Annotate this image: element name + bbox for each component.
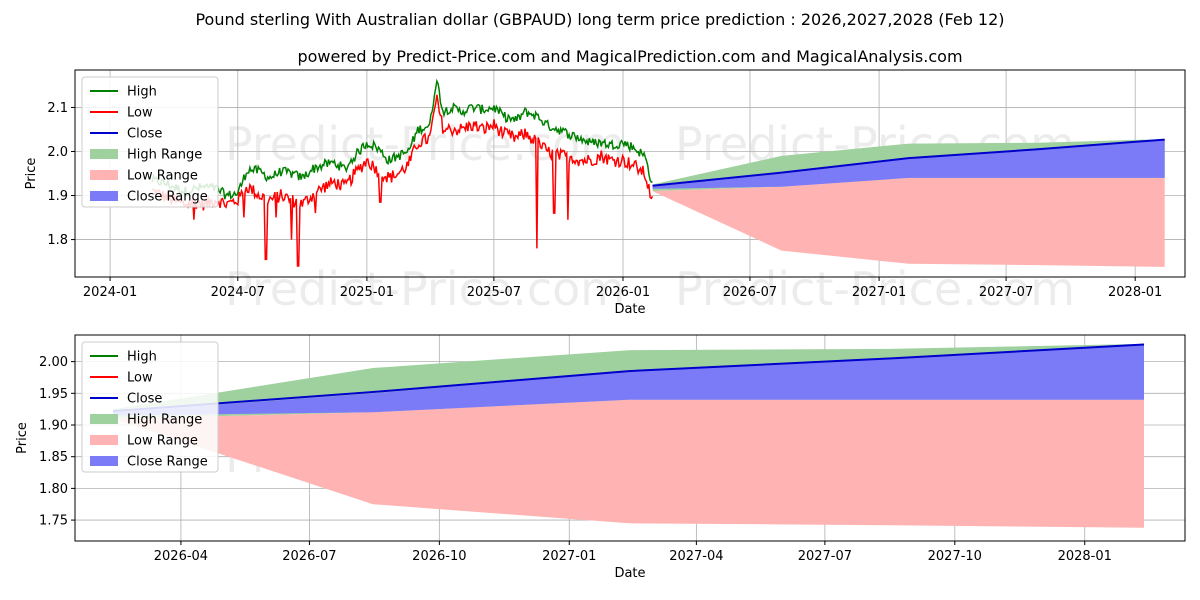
legend-swatch-patch bbox=[90, 170, 118, 180]
high-series-line bbox=[151, 78, 653, 200]
y-axis-label: Price bbox=[15, 422, 30, 454]
x-tick-label: 2024-01 bbox=[83, 285, 137, 300]
legend-label: Close bbox=[127, 127, 162, 142]
x-tick-label: 2028-01 bbox=[1058, 549, 1112, 564]
x-tick-label: 2026-04 bbox=[154, 549, 208, 564]
legend-label: Low Range bbox=[127, 434, 198, 449]
x-tick-label: 2025-01 bbox=[340, 285, 394, 300]
close-range-band bbox=[113, 344, 1145, 416]
chart-title: Pound sterling With Australian dollar (G… bbox=[195, 10, 1004, 29]
lower-panel: Predict-Price.comPredict-Price.com2026-0… bbox=[15, 334, 1186, 581]
low-range-band bbox=[652, 177, 1165, 267]
legend-label: High Range bbox=[127, 413, 202, 428]
legend-swatch-patch bbox=[90, 435, 118, 445]
x-axis-label: Date bbox=[614, 302, 645, 317]
close-forecast-line bbox=[113, 343, 1145, 413]
x-tick-label: 2026-07 bbox=[723, 285, 777, 300]
legend-label: High Range bbox=[127, 148, 202, 163]
plot-area bbox=[151, 78, 1165, 267]
y-tick-label: 1.9 bbox=[47, 189, 68, 204]
watermark-right-lower: Predict-Price.com bbox=[675, 262, 1075, 316]
x-tick-label: 2024-07 bbox=[211, 285, 265, 300]
x-axis-label: Date bbox=[614, 566, 645, 581]
x-tick-label: 2027-07 bbox=[798, 549, 852, 564]
legend-swatch-patch bbox=[90, 191, 118, 201]
x-tick-label: 2025-07 bbox=[467, 285, 521, 300]
y-tick-label: 2.1 bbox=[47, 101, 68, 116]
x-tick-label: 2026-07 bbox=[282, 549, 336, 564]
watermark-left: Predict-Price.com bbox=[225, 117, 625, 171]
y-tick-label: 1.95 bbox=[39, 387, 68, 402]
legend-label: Close Range bbox=[127, 455, 208, 470]
x-tick-label: 2027-07 bbox=[979, 285, 1033, 300]
legend-swatch-patch bbox=[90, 456, 118, 466]
low-range-band bbox=[113, 399, 1145, 528]
x-tick-label: 2028-01 bbox=[1108, 285, 1162, 300]
chart-subtitle: powered by Predict-Price.com and Magical… bbox=[297, 47, 962, 66]
watermark-left-lower: Predict-Price.com bbox=[225, 262, 625, 316]
x-tick-label: 2027-01 bbox=[542, 549, 596, 564]
y-tick-label: 1.80 bbox=[39, 482, 68, 497]
low-series-line bbox=[151, 94, 654, 267]
legend-swatch-patch bbox=[90, 149, 118, 159]
x-tick-label: 2027-04 bbox=[669, 549, 723, 564]
legend-label: High bbox=[127, 85, 157, 100]
y-axis-label: Price bbox=[24, 158, 39, 190]
legend-label: Close Range bbox=[127, 190, 208, 205]
y-tick-label: 1.8 bbox=[47, 233, 68, 248]
close-range-band bbox=[652, 139, 1165, 189]
axes-frame bbox=[74, 69, 1186, 278]
legend-label: High bbox=[127, 350, 157, 365]
y-tick-label: 1.75 bbox=[39, 514, 68, 529]
y-tick-label: 1.90 bbox=[39, 419, 68, 434]
axes-frame bbox=[74, 334, 1186, 542]
close-forecast-line bbox=[652, 138, 1165, 187]
y-tick-label: 1.85 bbox=[39, 450, 68, 465]
y-tick-label: 2.00 bbox=[39, 355, 68, 370]
x-tick-label: 2026-10 bbox=[412, 549, 466, 564]
upper-panel: Predict-Price.com Predict-Price.com Predic… bbox=[24, 69, 1186, 317]
x-tick-label: 2027-01 bbox=[852, 285, 906, 300]
legend-label: Close bbox=[127, 392, 162, 407]
legend-label: Low Range bbox=[127, 169, 198, 184]
x-tick-label: 2026-01 bbox=[596, 285, 650, 300]
y-tick-label: 2.0 bbox=[47, 145, 68, 160]
legend-label: Low bbox=[127, 371, 153, 386]
legend-label: Low bbox=[127, 106, 153, 121]
legend-swatch-patch bbox=[90, 414, 118, 424]
x-tick-label: 2027-10 bbox=[928, 549, 982, 564]
plot-area bbox=[113, 343, 1145, 528]
